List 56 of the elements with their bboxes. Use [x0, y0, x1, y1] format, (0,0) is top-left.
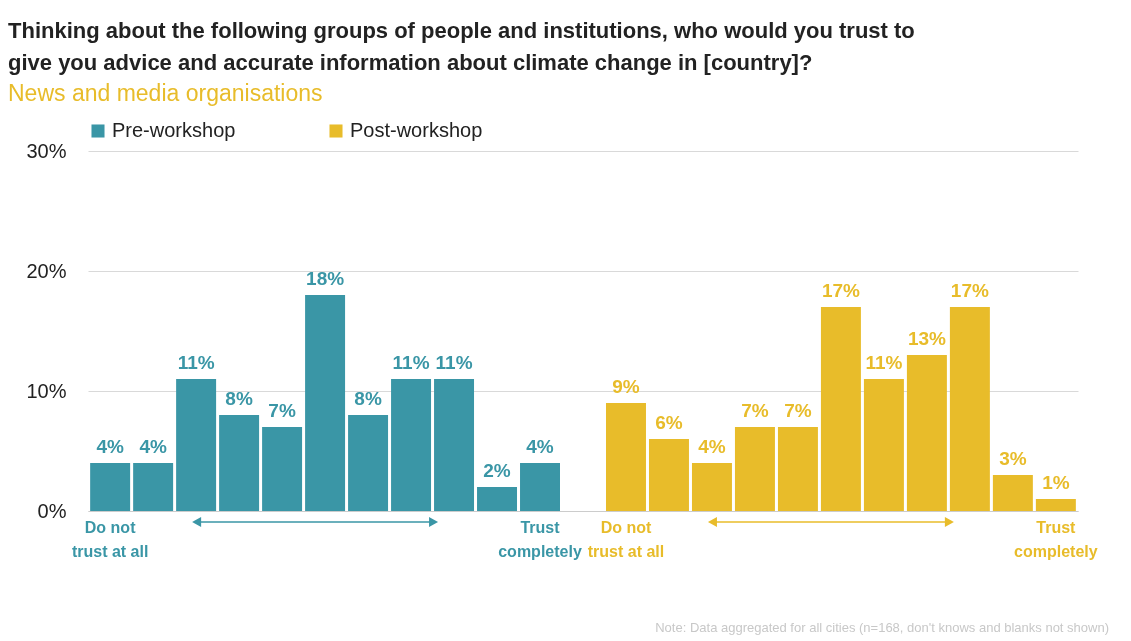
bar	[863, 379, 904, 511]
data-label: 2%	[483, 460, 511, 481]
data-label: 11%	[392, 352, 430, 373]
bar	[777, 427, 818, 511]
data-label: 13%	[907, 328, 947, 349]
bar	[305, 295, 346, 511]
data-label: 7%	[741, 400, 769, 421]
bar	[520, 463, 560, 511]
bar	[906, 355, 947, 511]
data-label: 1%	[1042, 472, 1070, 493]
bar	[734, 427, 775, 511]
bar	[648, 439, 689, 511]
legend-label: Post-workshop	[350, 119, 483, 141]
bar	[391, 379, 432, 511]
bar	[90, 463, 131, 511]
data-label: 17%	[821, 280, 861, 301]
data-label: 7%	[268, 400, 296, 421]
bar	[348, 415, 389, 511]
data-label: 4%	[698, 436, 726, 457]
bar	[219, 415, 260, 511]
y-tick-label: 0%	[37, 499, 67, 522]
data-label: 4%	[96, 436, 124, 457]
data-label: 17%	[950, 280, 989, 301]
y-tick-label: 10%	[26, 379, 67, 402]
bar	[434, 379, 475, 511]
chart-title: Thinking about the following groups of people and institutions, who would you trust to give you advice and accurate information about climate change in [country]?	[8, 18, 915, 75]
y-tick-label: 30%	[26, 139, 67, 162]
data-label: 6%	[655, 412, 683, 433]
data-label: 4%	[526, 436, 554, 457]
data-label: 11%	[177, 352, 215, 373]
bar	[691, 463, 732, 511]
bar	[992, 475, 1033, 511]
bar	[477, 487, 518, 511]
data-label: 18%	[306, 268, 345, 289]
x-tick-label: Do not trust at all	[587, 518, 665, 560]
bar	[262, 427, 303, 511]
data-label: 7%	[784, 400, 812, 421]
bar	[1035, 499, 1076, 511]
x-tick-label: Trust completely	[498, 518, 582, 560]
x-tick-label: Do not trust at all	[71, 518, 149, 560]
bar	[176, 379, 217, 511]
bar	[133, 463, 174, 511]
data-label: 4%	[139, 436, 167, 457]
bar	[949, 307, 990, 511]
data-label: 8%	[354, 388, 382, 409]
data-label: 9%	[612, 376, 640, 397]
bar	[606, 403, 646, 511]
legend-label: Pre-workshop	[112, 119, 236, 141]
data-label: 8%	[225, 388, 253, 409]
chart-subtitle: News and media organisations	[8, 80, 323, 106]
y-tick-label: 20%	[26, 259, 67, 282]
data-label: 11%	[435, 352, 473, 373]
x-tick-label: Trust completely	[1014, 518, 1098, 560]
data-label: 11%	[865, 352, 903, 373]
data-label: 3%	[999, 448, 1027, 469]
bar	[820, 307, 861, 511]
